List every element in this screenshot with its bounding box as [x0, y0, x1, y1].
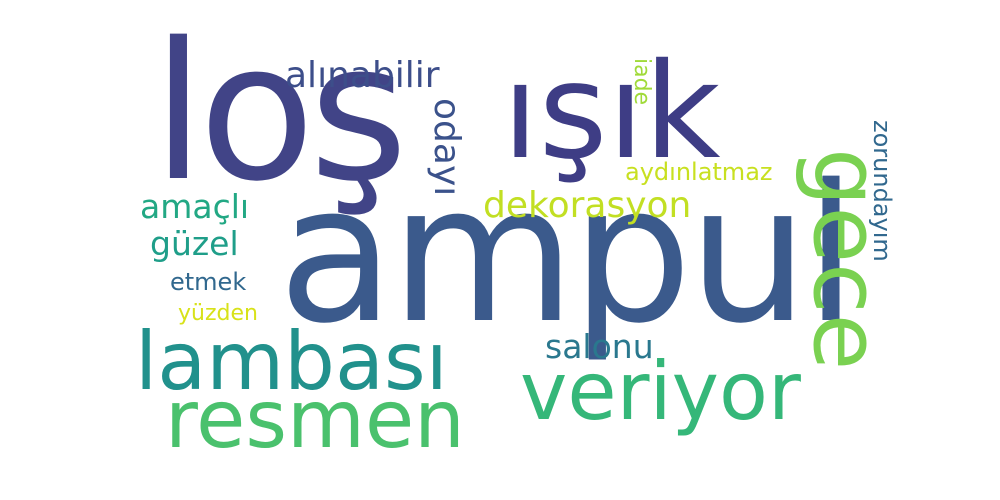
- word-yuzden: yüzden: [178, 301, 258, 326]
- word-ampul: ampul: [278, 144, 857, 365]
- word-amacli: amaçlı: [140, 187, 250, 226]
- word-salonu: salonu: [545, 327, 654, 366]
- word-gece: gece: [793, 148, 900, 371]
- word-zorundayim: zorundayım: [868, 120, 896, 262]
- word-guzel: güzel: [150, 224, 239, 263]
- word-isik: ışık: [502, 35, 721, 189]
- word-alinabilir: alınabilir: [285, 55, 440, 96]
- word-iade: iade: [629, 58, 654, 106]
- word-dekorasyon: dekorasyon: [483, 185, 692, 226]
- word-etmek: etmek: [170, 268, 247, 296]
- word-veriyor: veriyor: [520, 345, 801, 438]
- word-lambasi: lambası: [135, 315, 448, 408]
- word-odayi: odayı: [426, 98, 467, 197]
- word-aydinlatmaz: aydınlatmaz: [625, 158, 773, 186]
- word-los: loş: [152, 2, 408, 223]
- word-resmen: resmen: [165, 373, 465, 466]
